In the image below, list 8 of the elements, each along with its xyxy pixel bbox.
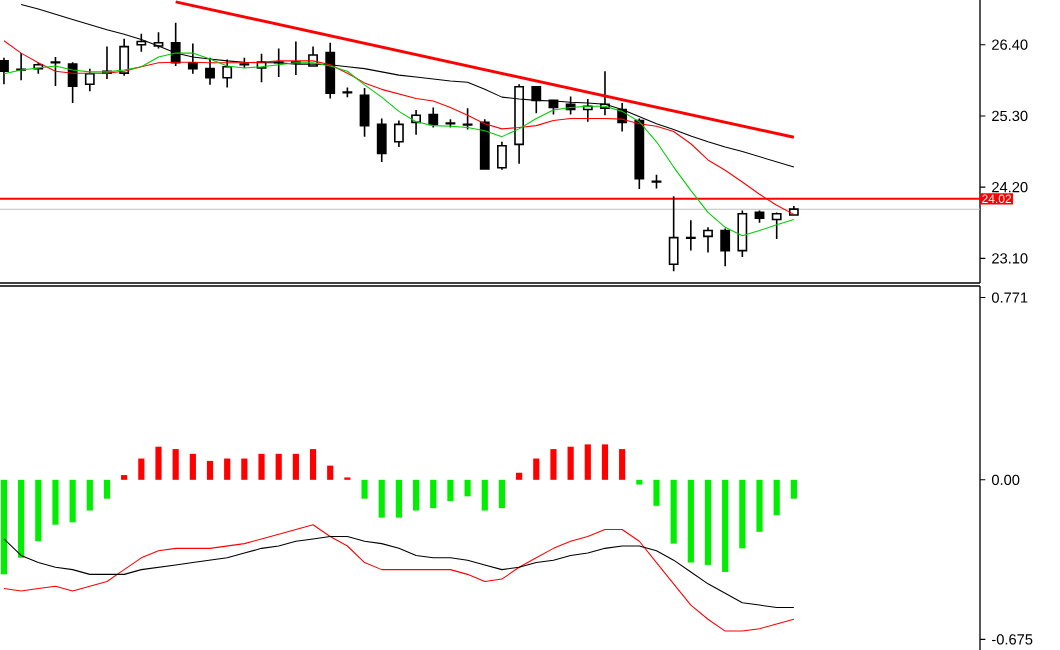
- y-tick-label: 24.20: [992, 181, 1028, 193]
- ref-line-label: 24.02: [982, 194, 1012, 204]
- y-tick-label: 26.40: [992, 39, 1028, 50]
- y-tick-label: 25.30: [992, 110, 1028, 122]
- y-tick-label: 23.10: [992, 253, 1028, 264]
- y-tick-label: 0.00: [991, 474, 1020, 486]
- y-tick-label: 0.771: [991, 292, 1028, 303]
- y-tick-label: -0.675: [992, 634, 1033, 645]
